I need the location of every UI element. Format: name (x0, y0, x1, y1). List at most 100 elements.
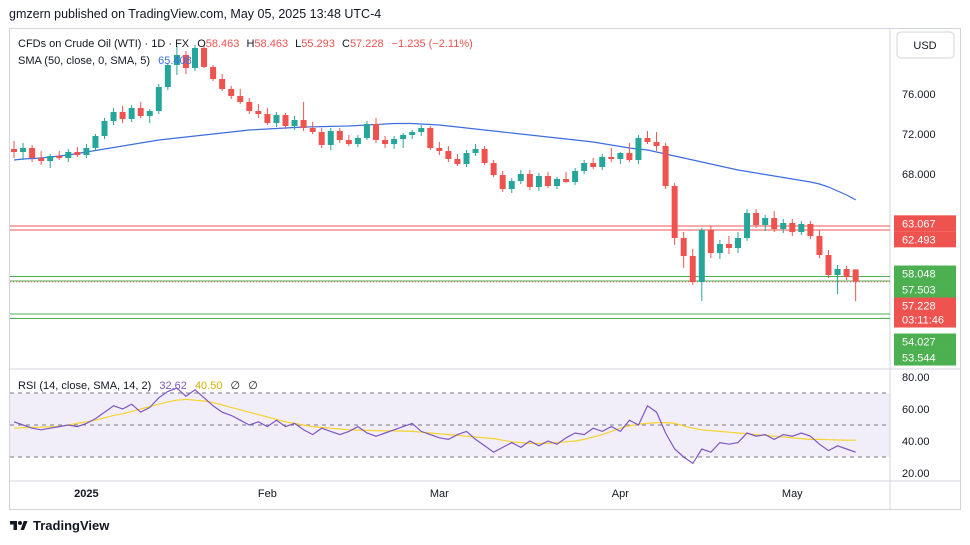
candle-body (436, 148, 443, 151)
candle-up (798, 221, 805, 235)
candle-body (608, 157, 615, 159)
legend-rsi-extra-2: ∅ (248, 380, 258, 392)
candle-body (92, 136, 99, 148)
candle-body (463, 153, 470, 164)
legend-high-label: H (246, 38, 254, 50)
candle-body (173, 55, 180, 65)
candle-up (517, 170, 524, 184)
candle-body (427, 128, 434, 148)
candle-body (798, 224, 805, 232)
candle-up (472, 144, 479, 156)
candle-down (137, 102, 144, 118)
candle-down (454, 154, 461, 166)
candle-body (164, 65, 171, 87)
price-tag-label: 58.048 (902, 269, 936, 281)
candle-down (753, 209, 760, 228)
candle-down (680, 232, 687, 268)
price-tag-box (894, 265, 956, 282)
legend-row: CFDs on Crude Oil (WTI) · 1D · FX O58.46… (18, 38, 473, 50)
candle-body (472, 149, 479, 153)
legend-sma-label: SMA (50, close, 0, SMA, 5) (18, 55, 150, 67)
last-price-label: 57.228 (902, 301, 936, 313)
candle-body (309, 128, 316, 132)
rsi-tick-label: 80.00 (902, 372, 930, 384)
candle-body (137, 108, 144, 116)
candle-down (336, 128, 343, 143)
candle-body (599, 157, 606, 167)
candle-body (662, 146, 669, 186)
candle-body (445, 151, 452, 159)
candle-up (173, 46, 180, 75)
candle-body (572, 171, 579, 182)
candle-down (671, 183, 678, 245)
currency-label[interactable]: USD (913, 40, 936, 52)
candle-body (11, 149, 17, 152)
candle-down (29, 145, 36, 162)
legend-rsi-extra-1: ∅ (231, 380, 241, 392)
candle-up (780, 219, 787, 233)
candle-body (744, 213, 751, 238)
candle-body (526, 174, 533, 187)
candle-body (246, 102, 253, 111)
legend-rsi-ma-value: 40.50 (195, 380, 223, 392)
candle-up (363, 121, 370, 140)
last-price-tag: 57.228 03:11:46 (894, 297, 956, 328)
candle-body (554, 179, 560, 186)
candle-down (499, 171, 506, 192)
candle-up (110, 108, 117, 125)
chart-panel[interactable]: 80.00076.00072.00068.00080.0060.0040.002… (9, 28, 961, 510)
tradingview-brand[interactable]: TradingView (9, 518, 109, 533)
legend-high: 58.463 (254, 38, 288, 50)
price-tag: 53.544 (894, 349, 956, 366)
candle-down (201, 45, 208, 68)
candle-down (373, 118, 379, 143)
candle-body (852, 269, 859, 282)
candle-down (789, 219, 796, 236)
price-tag-label: 54.027 (902, 337, 936, 349)
candle-up (599, 154, 606, 170)
candle-down (219, 74, 226, 91)
candle-body (255, 111, 262, 114)
candle-body (20, 148, 27, 152)
candle-down (56, 151, 63, 160)
candle-body (300, 120, 307, 128)
candle-up (327, 128, 334, 150)
candle-body (110, 112, 117, 121)
price-tag-box (894, 349, 956, 366)
candle-up (92, 134, 99, 151)
candle-down (852, 269, 859, 302)
candle-up (128, 105, 135, 122)
candle-up (83, 144, 90, 158)
legend-sma-row: SMA (50, close, 0, SMA, 5) 65.408 (18, 55, 192, 67)
candle-body (762, 218, 769, 225)
candle-up (762, 215, 769, 231)
candle-up (581, 160, 588, 174)
candle-down (590, 158, 597, 169)
candle-body (753, 213, 760, 225)
candle-down (309, 122, 316, 134)
candle-body (345, 140, 352, 144)
candle-down (228, 86, 235, 99)
candle-body (273, 115, 280, 123)
candle-down (771, 211, 778, 232)
price-chart-canvas[interactable]: 80.00076.00072.00068.00080.0060.0040.002… (10, 29, 960, 509)
candle-body (391, 139, 398, 144)
rsi-tick-label: 40.00 (902, 436, 930, 448)
price-tag-label: 63.067 (902, 218, 936, 230)
candle-up (617, 152, 624, 164)
candle-body (789, 223, 796, 232)
currency-button[interactable]: USD (896, 31, 955, 59)
candle-body (38, 158, 45, 161)
price-tag-box (894, 281, 956, 298)
candle-up (744, 209, 751, 241)
candle-body (834, 269, 841, 275)
candle-body (264, 114, 271, 123)
candle-body (182, 55, 189, 68)
candle-down (825, 250, 832, 278)
candle-body (155, 87, 162, 111)
candle-down (626, 143, 633, 162)
candle-body (499, 175, 506, 189)
price-tag-label: 53.544 (902, 353, 936, 365)
candle-body (689, 256, 696, 282)
tradingview-logo-icon (10, 520, 28, 530)
